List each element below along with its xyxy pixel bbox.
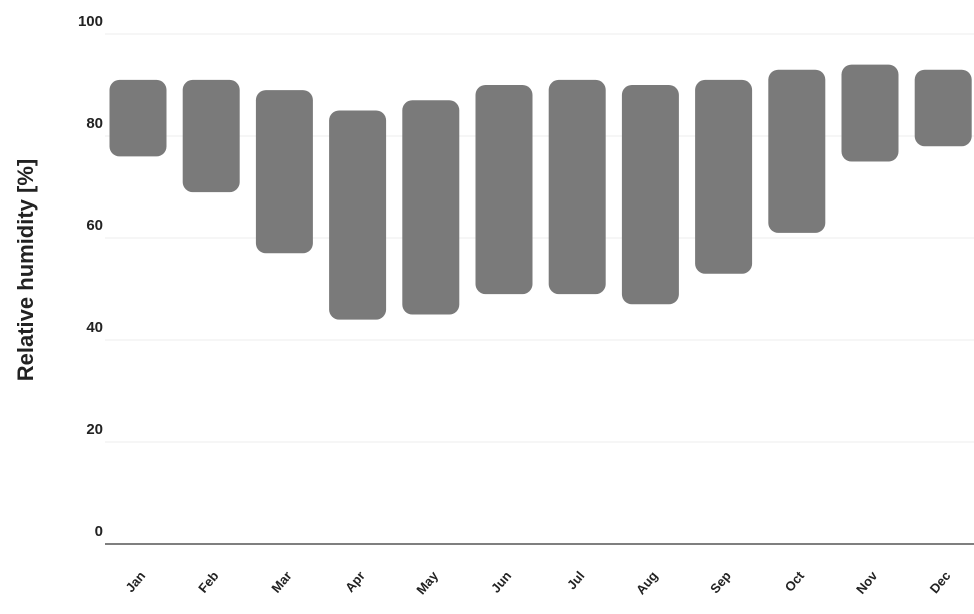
x-tick-label-jul: Jul xyxy=(564,568,588,592)
bar-jul xyxy=(548,79,606,295)
bar-apr xyxy=(329,110,387,320)
x-tick-label-mar: Mar xyxy=(268,568,294,595)
x-tick-label-apr: Apr xyxy=(342,568,368,595)
x-tick-labels: Jan Feb Mar Apr May Jun Jul Aug Sep Oct Nov Dec xyxy=(122,568,953,598)
bar-aug xyxy=(621,85,679,305)
y-tick-label: 40 xyxy=(86,319,103,336)
bar-series xyxy=(109,64,972,320)
x-tick-label-may: May xyxy=(413,568,441,598)
x-tick-label-dec: Dec xyxy=(927,568,954,596)
bar-may xyxy=(402,100,460,315)
x-tick-label-sep: Sep xyxy=(707,568,734,596)
x-tick-label-oct: Oct xyxy=(782,568,808,595)
bar-oct xyxy=(768,69,826,233)
bar-nov xyxy=(841,64,899,162)
y-tick-labels: 0 20 40 60 80 100 xyxy=(78,13,103,540)
y-tick-label: 0 xyxy=(95,523,103,540)
bar-dec xyxy=(914,69,972,147)
x-tick-label-feb: Feb xyxy=(195,568,221,595)
bar-jan xyxy=(109,79,167,157)
bar-jun xyxy=(475,85,533,295)
bar-sep xyxy=(695,79,753,274)
y-tick-label: 80 xyxy=(86,115,103,132)
x-tick-label-jun: Jun xyxy=(488,568,514,595)
y-tick-label: 20 xyxy=(86,421,103,438)
y-axis-title: Relative humidity [%] xyxy=(13,159,38,381)
x-tick-label-jan: Jan xyxy=(122,568,148,595)
gridlines xyxy=(105,33,974,443)
x-tick-label-aug: Aug xyxy=(633,568,661,597)
bar-mar xyxy=(255,90,313,254)
x-tick-label-nov: Nov xyxy=(853,568,881,597)
bar-feb xyxy=(182,79,240,193)
y-tick-label: 60 xyxy=(86,217,103,234)
y-tick-label: 100 xyxy=(78,13,103,30)
